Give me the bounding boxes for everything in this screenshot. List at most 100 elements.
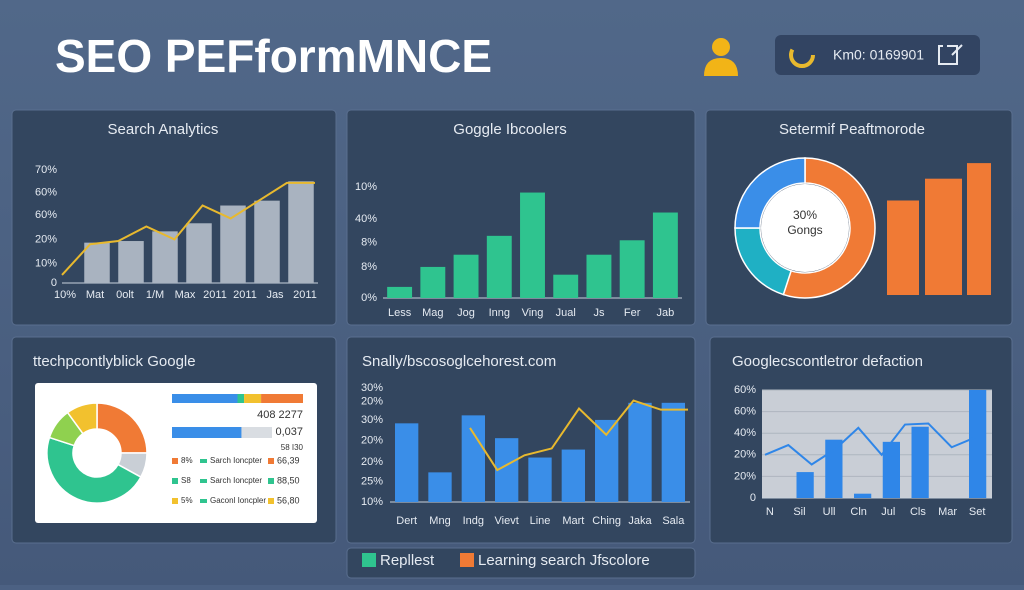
x-tick-label: 2011 (233, 289, 257, 301)
row-number: 88,50 (277, 475, 300, 485)
figure: 0,037 (275, 426, 303, 438)
bar (925, 178, 962, 295)
row-icon (200, 499, 207, 503)
bar (595, 419, 619, 502)
bar (911, 426, 929, 498)
donut-hole (761, 184, 849, 272)
bar (619, 240, 645, 298)
x-tick-label: 2011 (203, 289, 227, 301)
panel-title: Search Analytics (108, 121, 219, 138)
panel-title: Snally/bscosoglcehorest.com (362, 353, 556, 370)
row-swatch (172, 478, 178, 484)
bar (854, 493, 872, 498)
legend-label: Learning search Jfscolore (478, 552, 650, 569)
y-tick-label: 8% (361, 261, 377, 273)
figure: 58 I30 (281, 443, 304, 452)
stack-segment (237, 394, 245, 403)
bar (395, 423, 419, 502)
trend-line (61, 181, 315, 276)
bar (887, 200, 919, 295)
y-tick-label: 10% (355, 181, 377, 193)
x-tick-label: Cls (910, 506, 926, 518)
bar (628, 402, 652, 502)
trend-line (469, 399, 688, 472)
row-swatch (172, 458, 178, 464)
x-tick-label: Fer (624, 307, 641, 319)
bar (882, 441, 900, 498)
panel-title: Setermif Peaftmorode (779, 121, 925, 138)
y-tick-label: 40% (355, 213, 377, 225)
row-swatch (268, 498, 274, 504)
x-tick-label: Js (593, 307, 605, 319)
row-value: 5% (181, 496, 193, 505)
bar (288, 181, 314, 283)
bar (495, 438, 519, 502)
edit-icon[interactable] (938, 44, 963, 65)
bar (652, 212, 678, 298)
y-tick-label: 0% (361, 292, 377, 304)
y-tick-label: 20% (734, 470, 756, 482)
donut-label: Gongs (787, 223, 822, 237)
stack-segment (172, 394, 238, 403)
x-tick-label: Mng (429, 515, 450, 527)
user-icon[interactable] (704, 38, 738, 76)
y-tick-label: 40% (734, 427, 756, 439)
search-box[interactable] (775, 35, 980, 75)
y-tick-label: 0 (51, 277, 57, 289)
x-tick-label: Inng (489, 307, 510, 319)
x-tick-label: Mag (422, 307, 443, 319)
y-tick-label: 20% (361, 434, 383, 446)
bar (969, 390, 987, 498)
bar (553, 274, 579, 298)
panel-title: Goggle Ibcoolers (453, 121, 566, 138)
row-label: Sarch Ioncpter (210, 476, 262, 485)
y-tick-label: 60% (35, 209, 57, 221)
donut-segment (782, 157, 876, 299)
y-tick-label: 20% (35, 233, 57, 245)
x-tick-label: 1/M (146, 289, 164, 301)
row-value: S8 (181, 476, 191, 485)
row-icon (200, 459, 207, 463)
y-tick-label: 10% (35, 258, 57, 270)
x-tick-label: Line (530, 515, 551, 527)
x-tick-label: Sil (793, 506, 805, 518)
x-tick-label: Vievt (495, 515, 519, 527)
donut-value: 30% (793, 208, 817, 222)
bar (967, 163, 991, 295)
y-tick-label: 20% (734, 449, 756, 461)
x-tick-label: Dert (396, 515, 417, 527)
y-tick-label: 20% (361, 396, 383, 408)
donut-segment (66, 402, 98, 435)
bar (453, 254, 479, 298)
x-tick-label: Mat (86, 289, 104, 301)
x-tick-label: Max (175, 289, 196, 301)
bar (586, 254, 612, 298)
search-text: Km0: 0169901 (833, 47, 924, 63)
figure: 408 2277 (257, 409, 303, 421)
donut-segment (734, 157, 806, 229)
x-tick-label: 10% (54, 289, 76, 301)
panel-title: Googlecscontletror defaction (732, 353, 923, 370)
legend-swatch (362, 553, 376, 567)
y-tick-label: 8% (361, 236, 377, 248)
bar (825, 439, 843, 498)
bar (796, 472, 814, 498)
x-tick-label: Mar (938, 506, 957, 518)
x-tick-label: Ving (522, 307, 544, 319)
x-tick-label: N (766, 506, 774, 518)
row-swatch (268, 458, 274, 464)
bar (661, 402, 685, 502)
legend-panel (346, 547, 696, 579)
row-icon (200, 479, 207, 483)
y-tick-label: 30% (361, 414, 383, 426)
row-number: 66,39 (277, 455, 300, 465)
bar (528, 457, 552, 502)
legend-swatch (460, 553, 474, 567)
bar (486, 235, 512, 298)
bar (254, 200, 280, 283)
x-tick-label: 2011 (293, 289, 317, 301)
row-swatch (172, 498, 178, 504)
y-tick-label: 20% (361, 456, 383, 468)
x-tick-label: 0olt (116, 289, 134, 301)
